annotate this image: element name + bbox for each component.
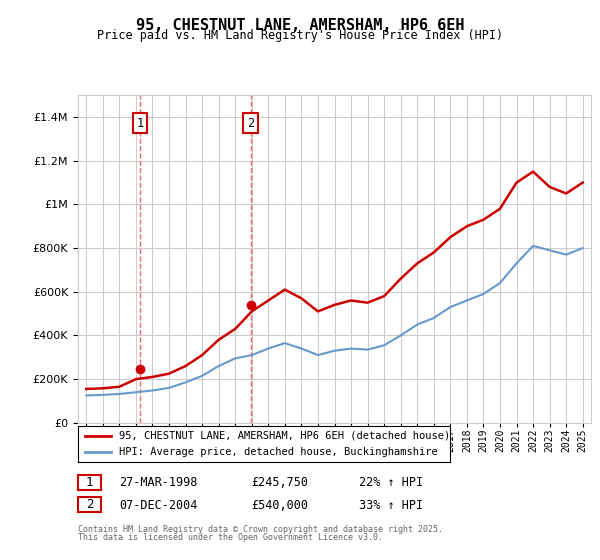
Text: 2: 2 (86, 498, 93, 511)
Text: 95, CHESTNUT LANE, AMERSHAM, HP6 6EH (detached house): 95, CHESTNUT LANE, AMERSHAM, HP6 6EH (de… (119, 431, 450, 441)
Text: £540,000: £540,000 (251, 498, 308, 512)
Text: 07-DEC-2004: 07-DEC-2004 (119, 498, 197, 512)
Text: 1: 1 (136, 116, 143, 129)
Text: Price paid vs. HM Land Registry's House Price Index (HPI): Price paid vs. HM Land Registry's House … (97, 29, 503, 42)
Text: 95, CHESTNUT LANE, AMERSHAM, HP6 6EH: 95, CHESTNUT LANE, AMERSHAM, HP6 6EH (136, 18, 464, 33)
Text: 22% ↑ HPI: 22% ↑ HPI (359, 476, 423, 489)
Text: Contains HM Land Registry data © Crown copyright and database right 2025.: Contains HM Land Registry data © Crown c… (78, 525, 443, 534)
Text: 33% ↑ HPI: 33% ↑ HPI (359, 498, 423, 512)
Text: 2: 2 (247, 116, 254, 129)
Text: 27-MAR-1998: 27-MAR-1998 (119, 476, 197, 489)
Text: HPI: Average price, detached house, Buckinghamshire: HPI: Average price, detached house, Buck… (119, 447, 437, 457)
Text: 1: 1 (86, 476, 93, 489)
Text: This data is licensed under the Open Government Licence v3.0.: This data is licensed under the Open Gov… (78, 533, 383, 542)
Text: £245,750: £245,750 (251, 476, 308, 489)
